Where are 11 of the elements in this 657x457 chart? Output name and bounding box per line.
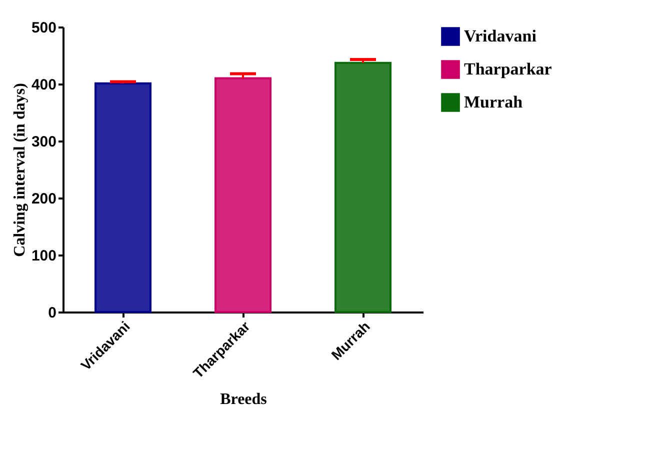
legend-label: Tharparkar — [464, 60, 552, 78]
y-tick-label: 200 — [31, 190, 56, 208]
y-axis-title: Calving interval (in days) — [11, 83, 28, 257]
x-axis-title: Breeds — [220, 391, 267, 408]
legend-label: Murrah — [464, 92, 524, 112]
legend-label: Vridavani — [464, 26, 537, 46]
y-tick-label: 0 — [48, 304, 56, 322]
y-tick-label: 400 — [31, 76, 56, 94]
y-tick-label: 100 — [31, 248, 56, 264]
y-tick-label: 300 — [31, 134, 56, 150]
y-tick-label: 500 — [31, 20, 56, 36]
